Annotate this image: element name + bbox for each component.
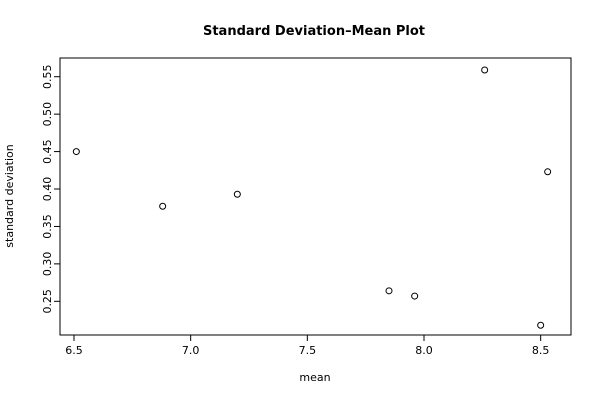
y-tick-label: 0.35 [41,214,54,239]
x-tick-label: 7.0 [182,344,200,357]
y-tick-label: 0.55 [41,64,54,89]
chart-title: Standard Deviation–Mean Plot [203,24,425,39]
y-tick-label: 0.25 [41,289,54,314]
y-tick-label: 0.30 [41,252,54,277]
x-tick-label: 7.5 [299,344,317,357]
data-point [537,321,545,329]
y-tick-label: 0.50 [41,102,54,127]
x-axis: 6.5 7.0 7.5 8.0 8.5 [65,334,550,357]
y-tick-label: 0.45 [41,139,54,164]
data-point [544,168,552,176]
x-axis-label: mean [299,371,330,384]
x-tick-label: 8.0 [415,344,433,357]
data-point [72,148,80,156]
data-point [233,190,241,198]
data-point [159,202,167,210]
x-tick-label: 8.5 [532,344,550,357]
plot-frame [59,57,572,336]
data-points [72,66,552,329]
y-axis: 0.25 0.30 0.35 0.40 0.45 0.50 0.55 [41,64,61,314]
y-tick-label: 0.40 [41,177,54,202]
data-point [411,292,419,300]
data-point [481,66,489,74]
x-tick-label: 6.5 [65,344,83,357]
data-point [385,287,393,295]
y-axis-label: standard deviation [3,144,16,247]
